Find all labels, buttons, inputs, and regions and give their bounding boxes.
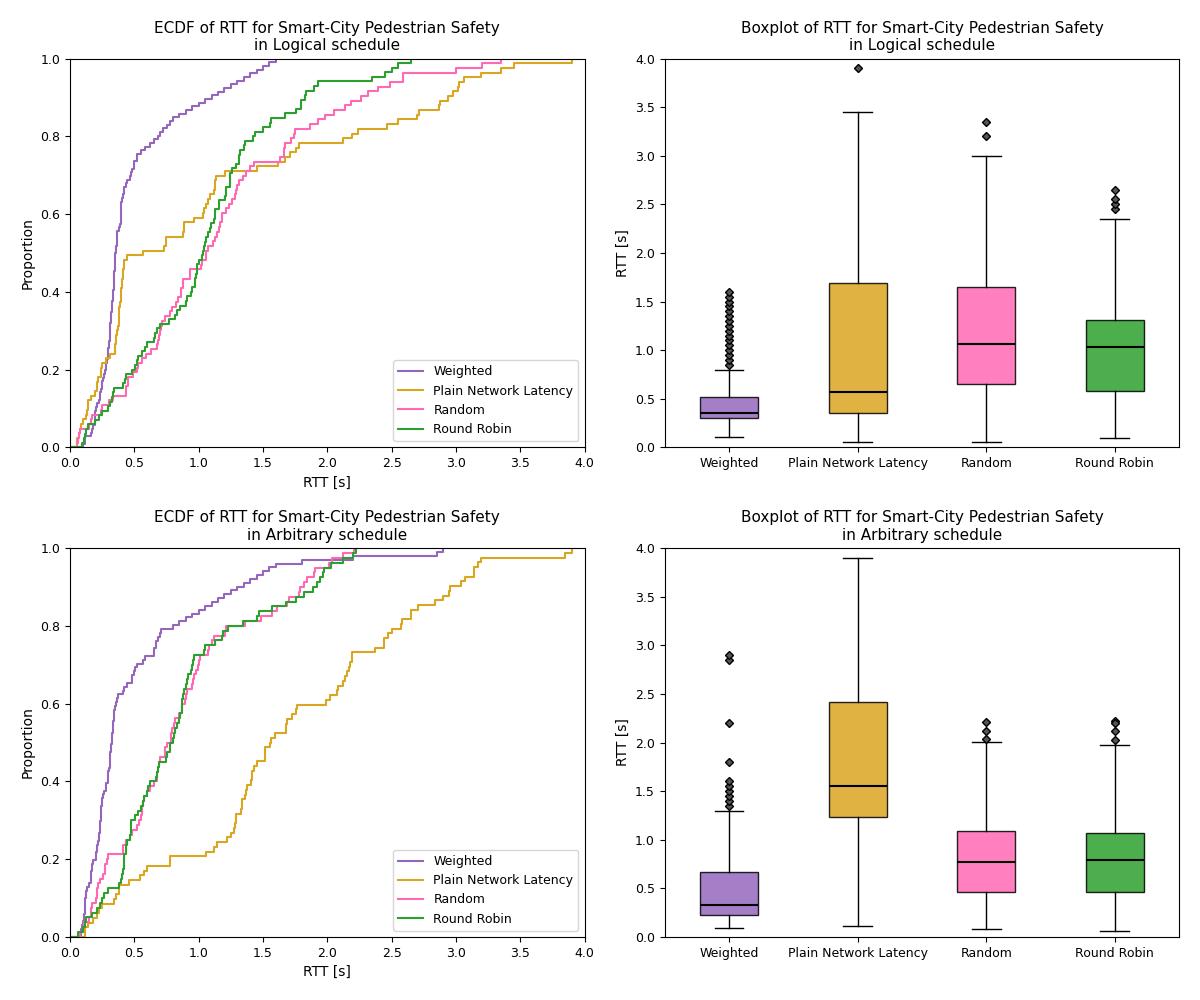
Plain Network Latency (380, 627, 395, 639)
Round Robin (278, 596, 293, 608)
Weighted (154, 627, 168, 639)
Weighted (150, 130, 164, 142)
PathPatch shape (700, 872, 758, 915)
Legend: Weighted, Plain Network Latency, Random, Round Robin: Weighted, Plain Network Latency, Random,… (394, 360, 578, 441)
Plain Network Latency (74, 418, 89, 430)
Random (167, 717, 181, 729)
Plain Network Latency (290, 699, 305, 711)
Line: Plain Network Latency: Plain Network Latency (70, 59, 571, 447)
PathPatch shape (829, 702, 887, 817)
Y-axis label: Proportion: Proportion (20, 707, 35, 778)
Line: Weighted: Weighted (70, 548, 443, 937)
Random (62, 441, 77, 453)
Round Robin (169, 717, 184, 729)
Y-axis label: RTT [s]: RTT [s] (616, 229, 629, 277)
X-axis label: RTT [s]: RTT [s] (304, 476, 352, 490)
Line: Round Robin: Round Robin (70, 548, 356, 937)
Weighted (89, 846, 103, 858)
Random (347, 542, 361, 554)
Random (280, 596, 294, 608)
Round Robin (77, 432, 91, 444)
Plain Network Latency (344, 128, 359, 140)
Weighted (436, 542, 450, 554)
Weighted (223, 78, 238, 90)
Weighted (62, 931, 77, 943)
Weighted (192, 97, 206, 109)
Plain Network Latency (90, 907, 104, 919)
Round Robin (192, 254, 206, 266)
Random (287, 128, 301, 140)
Weighted (130, 658, 144, 670)
Plain Network Latency (344, 651, 359, 663)
Weighted (204, 596, 218, 608)
PathPatch shape (829, 283, 887, 413)
X-axis label: RTT [s]: RTT [s] (304, 965, 352, 979)
PathPatch shape (958, 287, 1015, 384)
Random (182, 268, 197, 280)
PathPatch shape (700, 397, 758, 418)
Y-axis label: Proportion: Proportion (20, 217, 35, 289)
Plain Network Latency (564, 53, 578, 65)
Weighted (124, 166, 138, 178)
Line: Weighted: Weighted (70, 59, 276, 447)
Round Robin (235, 615, 250, 627)
Round Robin (233, 144, 247, 156)
Random (293, 581, 307, 593)
Title: ECDF of RTT for Smart-City Pedestrian Safety
in Arbitrary schedule: ECDF of RTT for Smart-City Pedestrian Sa… (155, 510, 500, 543)
Round Robin (264, 112, 278, 124)
Round Robin (306, 581, 320, 593)
Line: Round Robin: Round Robin (70, 59, 410, 447)
Weighted (103, 754, 118, 766)
Plain Network Latency (283, 146, 298, 158)
Weighted (130, 148, 144, 160)
Line: Plain Network Latency: Plain Network Latency (70, 548, 571, 937)
Round Robin (62, 931, 77, 943)
Random (70, 437, 84, 449)
Round Robin (349, 542, 364, 554)
PathPatch shape (1086, 833, 1144, 892)
Weighted (102, 324, 116, 336)
Title: Boxplot of RTT for Smart-City Pedestrian Safety
in Arbitrary schedule: Boxplot of RTT for Smart-City Pedestrian… (740, 510, 1103, 543)
Random (199, 249, 214, 261)
Line: Random: Random (70, 548, 354, 937)
Plain Network Latency (564, 542, 578, 554)
Round Robin (197, 644, 211, 656)
Plain Network Latency (120, 249, 134, 261)
Line: Random: Random (70, 59, 502, 447)
Y-axis label: RTT [s]: RTT [s] (616, 719, 629, 766)
Round Robin (403, 53, 418, 65)
Random (82, 418, 96, 430)
Plain Network Latency (122, 874, 137, 886)
Weighted (269, 53, 283, 65)
Plain Network Latency (62, 441, 77, 453)
Weighted (62, 441, 77, 453)
Random (202, 644, 216, 656)
Round Robin (62, 441, 77, 453)
Plain Network Latency (115, 268, 130, 280)
Plain Network Latency (163, 850, 178, 862)
Weighted (85, 858, 100, 870)
Legend: Weighted, Plain Network Latency, Random, Round Robin: Weighted, Plain Network Latency, Random,… (394, 850, 578, 931)
Random (494, 53, 509, 65)
Random (238, 615, 252, 627)
Round Robin (176, 688, 191, 700)
Random (62, 931, 77, 943)
Title: Boxplot of RTT for Smart-City Pedestrian Safety
in Logical schedule: Boxplot of RTT for Smart-City Pedestrian… (740, 21, 1103, 53)
Random (276, 146, 290, 158)
Plain Network Latency (62, 931, 77, 943)
Round Robin (79, 423, 94, 435)
PathPatch shape (958, 831, 1015, 892)
Round Robin (101, 400, 115, 412)
Title: ECDF of RTT for Smart-City Pedestrian Safety
in Logical schedule: ECDF of RTT for Smart-City Pedestrian Sa… (155, 21, 500, 53)
Random (179, 688, 193, 700)
Plain Network Latency (70, 437, 84, 449)
PathPatch shape (1086, 320, 1144, 391)
